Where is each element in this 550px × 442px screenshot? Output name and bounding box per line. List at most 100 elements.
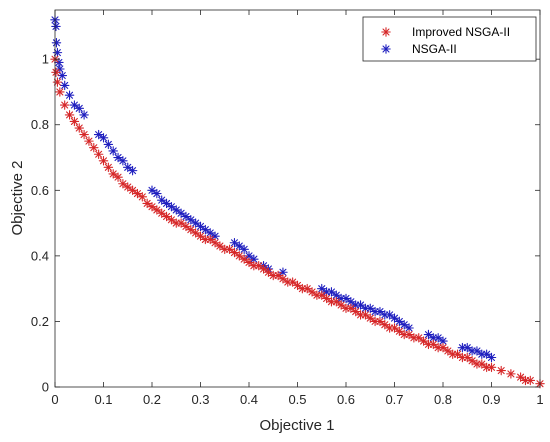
data-point: [152, 205, 162, 215]
data-point: [409, 333, 419, 343]
data-point: [176, 208, 186, 219]
data-point: [152, 188, 162, 199]
data-point: [307, 287, 317, 297]
data-point: [452, 349, 463, 359]
data-point: [389, 313, 400, 323]
x-tick-label: 0.1: [94, 392, 112, 407]
data-point: [137, 192, 148, 202]
data-point: [389, 323, 400, 333]
data-point: [404, 329, 414, 340]
data-point: [51, 67, 61, 78]
data-point: [74, 123, 84, 133]
data-point: [418, 336, 429, 346]
y-tick-label: 0.4: [31, 248, 49, 263]
data-point: [428, 339, 439, 350]
data-point: [142, 198, 152, 209]
data-point: [336, 300, 346, 310]
data-point: [190, 228, 201, 238]
legend-markers: [381, 27, 391, 54]
data-point: [375, 316, 385, 327]
y-tick-label: 0.6: [31, 183, 49, 198]
data-point: [486, 362, 497, 373]
data-point: [51, 38, 62, 48]
data-point: [423, 329, 434, 340]
data-point: [118, 156, 128, 166]
x-tick-label: 1: [536, 392, 543, 407]
data-point: [156, 208, 167, 219]
x-tick-label: 0.7: [385, 392, 403, 407]
data-point: [200, 234, 211, 245]
data-point: [239, 244, 249, 255]
data-point: [297, 283, 308, 294]
data-point: [355, 310, 366, 320]
data-point: [355, 300, 366, 310]
legend: Improved NSGA-II NSGA-II: [362, 16, 537, 62]
data-point: [486, 352, 497, 363]
data-point: [195, 231, 206, 241]
data-point: [166, 215, 177, 225]
data-point: [64, 110, 75, 120]
data-point: [244, 251, 254, 261]
series-improved-nsga-ii: [50, 54, 545, 389]
data-point: [443, 346, 453, 356]
data-point: [365, 303, 376, 314]
data-point: [123, 182, 133, 192]
data-point: [69, 116, 80, 127]
data-point: [399, 319, 409, 330]
data-point: [79, 129, 89, 140]
data-point: [234, 241, 245, 251]
y-tick-label: 0.2: [31, 314, 49, 329]
data-point: [370, 316, 380, 327]
data-point: [127, 185, 138, 196]
x-tick-label: 0.2: [143, 392, 161, 407]
data-point: [258, 264, 269, 274]
data-point: [108, 146, 118, 156]
data-point: [394, 316, 405, 327]
data-point: [380, 319, 390, 330]
data-point: [481, 349, 492, 359]
data-point: [302, 283, 312, 294]
data-point: [69, 100, 80, 110]
data-point: [394, 326, 405, 337]
data-point: [321, 293, 332, 304]
data-point: [506, 369, 516, 379]
data-point: [229, 247, 240, 258]
data-point: [244, 257, 254, 268]
data-point: [346, 297, 356, 307]
data-point: [462, 342, 473, 353]
data-point: [210, 238, 220, 248]
data-point: [360, 310, 371, 320]
data-point: [123, 162, 133, 173]
y-tick-label: 0.8: [31, 117, 49, 132]
data-point: [147, 185, 157, 196]
data-point: [186, 215, 196, 225]
data-point: [515, 372, 526, 382]
data-point: [181, 221, 191, 232]
data-point: [113, 172, 123, 182]
x-axis-title: Objective 1: [259, 417, 334, 434]
data-point: [239, 254, 249, 264]
data-point: [93, 149, 104, 159]
data-point: [74, 103, 84, 114]
legend-marker-nsga-ii: [381, 44, 391, 54]
data-point: [331, 297, 342, 307]
data-point: [273, 270, 283, 281]
data-point: [350, 306, 361, 317]
data-point: [84, 136, 94, 146]
data-point: [234, 251, 245, 261]
data-point: [326, 287, 337, 297]
data-point: [263, 267, 274, 278]
data-point: [481, 362, 492, 373]
data-point: [132, 188, 143, 199]
data-point: [147, 201, 157, 212]
data-point: [375, 306, 385, 317]
data-point: [161, 211, 172, 222]
data-point: [462, 352, 473, 363]
x-tick-label: 0.9: [482, 392, 500, 407]
y-tick-label: 0: [42, 380, 49, 395]
x-tick-label: 0.6: [337, 392, 355, 407]
data-point: [253, 260, 264, 271]
x-tick-label: 0.3: [191, 392, 209, 407]
series-nsga-ii: [50, 15, 497, 363]
data-point: [57, 70, 68, 81]
